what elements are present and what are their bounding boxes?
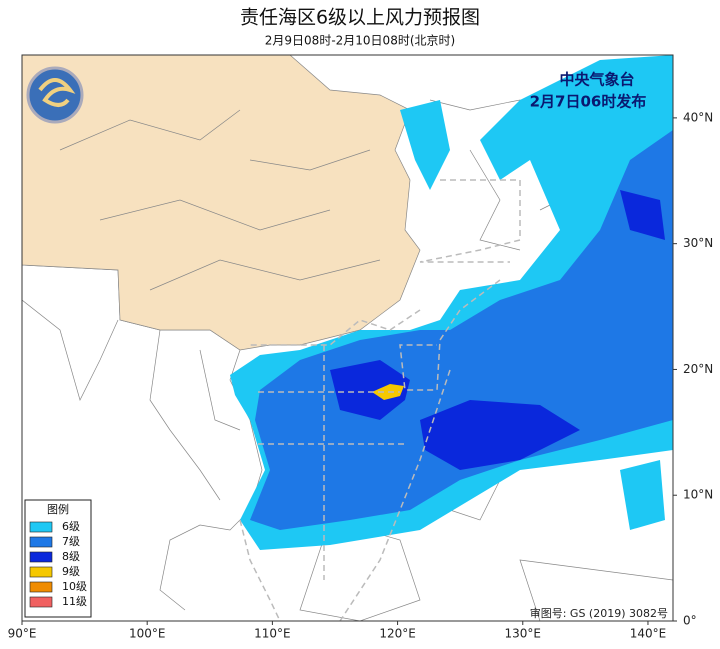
y-tick-label: 30°N: [683, 236, 713, 250]
legend-swatch: [29, 551, 53, 563]
sea-zone-lines: [239, 179, 521, 621]
approval-number: 审图号: GS (2019) 3082号: [530, 606, 668, 620]
legend-swatch: [29, 581, 53, 593]
legend-label: 9级: [62, 565, 80, 578]
title: 责任海区6级以上风力预报图: [240, 7, 480, 29]
legend-swatch: [29, 536, 53, 548]
legend-label: 8级: [62, 550, 80, 563]
y-tick-label: 40°N: [683, 110, 713, 124]
issuer: 中央气象台: [559, 71, 634, 89]
y-tick-label: 20°N: [683, 362, 713, 376]
x-tick-label: 120°E: [379, 627, 416, 641]
china-land: [22, 55, 421, 351]
x-tick-label: 90°E: [8, 627, 37, 641]
wind-area-6b: [400, 100, 665, 530]
province-borders: [59, 109, 381, 291]
x-tick-label: 110°E: [254, 627, 291, 641]
subtitle: 2月9日08时-2月10日08时(北京时): [265, 34, 455, 48]
y-tick-label: 10°N: [683, 488, 713, 502]
legend-title: 图例: [47, 502, 69, 516]
map-frame: [21, 54, 674, 622]
map-area: [22, 55, 673, 621]
x-tick-label: 130°E: [505, 627, 542, 641]
legend: 图例 6级 7级 8级 9级 10级 11级: [24, 499, 92, 618]
logo: [26, 66, 84, 124]
legend-label: 6级: [62, 520, 80, 533]
legend-label: 10级: [62, 580, 87, 593]
x-tick-label: 140°E: [630, 627, 667, 641]
legend-label: 7级: [62, 535, 80, 548]
legend-swatch: [29, 596, 53, 608]
legend-swatch: [29, 521, 53, 533]
legend-swatch: [29, 566, 53, 578]
wind-area-8: [330, 190, 665, 470]
issue-time: 2月7日06时发布: [530, 93, 647, 111]
x-tick-label: 100°E: [129, 627, 166, 641]
y-tick-label: 0°: [683, 614, 697, 628]
legend-label: 11级: [62, 595, 87, 608]
